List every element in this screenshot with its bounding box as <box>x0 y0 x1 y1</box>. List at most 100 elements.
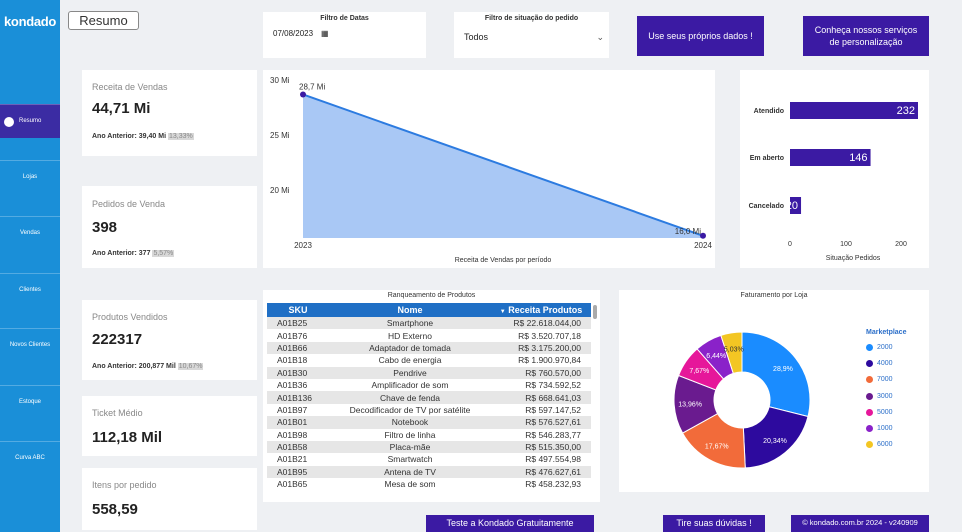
bar[interactable] <box>790 102 918 119</box>
legend-dot-icon <box>866 441 873 449</box>
sku-cell: A01B66 <box>277 342 308 353</box>
kpi-produtos-card: Produtos Vendidos 222317 Ano Anterior: 2… <box>82 300 257 380</box>
sidebar-item-label: Estoque <box>18 398 42 405</box>
kpi-prev-pct: 13,33% <box>167 133 194 140</box>
data-point[interactable] <box>300 91 306 98</box>
donut-slice[interactable] <box>720 331 743 375</box>
y-tick-label: 30 Mi <box>270 76 290 85</box>
slice-label: 20,34% <box>763 438 787 445</box>
data-label: 16,0 Mi <box>675 227 701 236</box>
sidebar-item-curva-abc[interactable]: Curva ABC <box>0 441 60 475</box>
table-row[interactable]: A01B95 Antena de TV R$ 476.627,61 <box>267 465 591 479</box>
data-point[interactable] <box>700 232 706 239</box>
legend-label: 5000 <box>877 408 893 416</box>
sidebar-item-label: Vendas <box>19 229 41 236</box>
kondado-logo: kondado <box>4 14 57 29</box>
table-row[interactable]: A01B18 Cabo de energia R$ 1.900.970,84 <box>267 354 591 366</box>
table-row[interactable]: A01B136 Chave de fenda R$ 668.641,03 <box>267 391 591 404</box>
sku-cell: A01B01 <box>277 417 308 428</box>
data-label: 28,7 Mi <box>299 82 325 91</box>
column-header-receita[interactable]: ▼ Receita Produtos <box>491 305 591 315</box>
nome-cell: HD Externo <box>388 330 432 341</box>
table-row[interactable]: A01B98 Filtro de linha R$ 546.283,77 <box>267 429 591 441</box>
slice-label: 17,67% <box>705 443 729 450</box>
table-row[interactable]: A01B30 Pendrive R$ 760.570,00 <box>267 366 591 379</box>
kpi-prev-pct: 5,57% <box>152 250 175 257</box>
bar[interactable] <box>790 197 802 214</box>
table-row[interactable]: A01B76 HD Externo R$ 3.520.707,18 <box>267 329 591 341</box>
legend-label: 3000 <box>877 392 893 400</box>
kpi-value: 398 <box>92 219 118 236</box>
sidebar-item-clientes[interactable]: Clientes <box>0 273 60 307</box>
legend-item[interactable]: 1000 <box>866 420 906 436</box>
sku-cell: A01B58 <box>277 442 308 453</box>
table-scrollbar[interactable] <box>593 305 597 319</box>
table-row[interactable]: A01B97 Decodificador de TV por satélite R$… <box>267 404 591 416</box>
sidebar-item-estoque[interactable]: Estoque <box>0 385 60 419</box>
sidebar-item-resumo[interactable]: Resumo <box>0 104 60 138</box>
legend-item[interactable]: 2000 <box>866 339 906 355</box>
column-header-sku[interactable]: SKU <box>288 305 308 315</box>
legend-dot-icon <box>866 392 873 400</box>
date-filter[interactable]: Filtro de Datas 07/08/2023 ▦ <box>263 12 426 58</box>
kpi-label: Pedidos de Venda <box>92 199 166 209</box>
table-row[interactable]: A01B25 Smartphone R$ 22.618.044,00 <box>267 317 591 330</box>
table-row[interactable]: A01B65 Mesa de som R$ 458.232,93 <box>267 478 591 490</box>
calendar-icon[interactable]: ▦ <box>321 29 329 38</box>
legend-item[interactable]: 7000 <box>866 372 906 388</box>
doubts-button[interactable]: Tire suas dúvidas ! <box>663 515 765 532</box>
donut-slice[interactable] <box>741 331 811 418</box>
table-row[interactable]: A01B58 Placa-mãe R$ 515.350,00 <box>267 440 591 454</box>
kpi-itens-card: Itens por pedido 558,59 <box>82 468 257 530</box>
legend-label: 6000 <box>877 441 893 449</box>
try-kondado-button[interactable]: Teste a Kondado Gratuitamente <box>426 515 594 532</box>
kpi-prev-label: Ano Anterior: 200,877 Mil <box>92 363 176 370</box>
column-header-nome[interactable]: Nome <box>397 305 423 315</box>
legend-item[interactable]: 6000 <box>866 437 906 453</box>
sort-down-icon[interactable]: ▼ <box>499 309 506 315</box>
receita-cell: R$ 576.527,61 <box>525 417 581 428</box>
sidebar-item-label: Clientes <box>19 286 41 293</box>
nome-cell: Chave de fenda <box>379 392 441 403</box>
nome-cell: Smartphone <box>386 318 434 329</box>
status-filter[interactable]: Filtro de situação do pedido Todos ⌄ <box>454 12 609 58</box>
sidebar-item-lojas[interactable]: Lojas <box>0 160 60 194</box>
sidebar: kondado Resumo Lojas Vendas Clientes Nov… <box>0 0 60 532</box>
legend-item[interactable]: 3000 <box>866 388 906 404</box>
legend-dot-icon <box>866 343 873 351</box>
chart-title: Faturamento por Loja <box>740 292 808 299</box>
chevron-down-icon[interactable]: ⌄ <box>596 32 604 42</box>
donut-svg: 28,9% 20,34% 17,67% 13,96% 7,67% 6,44%5,03% <box>673 331 811 469</box>
nome-cell: Pendrive <box>393 367 427 378</box>
receita-cell: R$ 546.283,77 <box>525 429 581 440</box>
kpi-prev-label: Ano Anterior: 377 <box>92 250 151 257</box>
table-row[interactable]: A01B21 Smartwatch R$ 497.554,98 <box>267 453 591 465</box>
legend-label: 1000 <box>877 425 893 433</box>
footer-credit[interactable]: © kondado.com.br 2024 - v240909 <box>791 515 929 532</box>
sku-cell: A01B76 <box>277 330 308 341</box>
receita-cell: R$ 668.641,03 <box>525 392 581 403</box>
slice-label: 28,9% <box>773 366 793 373</box>
area-series-line <box>302 93 704 237</box>
resumo-page-button[interactable]: Resumo <box>68 11 139 30</box>
bar[interactable] <box>790 149 871 166</box>
sidebar-item-vendas[interactable]: Vendas <box>0 216 60 250</box>
legend-item[interactable]: 5000 <box>866 404 906 420</box>
sidebar-item-label: Novos Clientes <box>9 341 51 348</box>
own-data-button[interactable]: Use seus próprios dados ! <box>637 16 764 56</box>
sidebar-item-label: Lojas <box>22 173 38 180</box>
table-row[interactable]: A01B36 Amplificador de som R$ 734.592,52 <box>267 379 591 391</box>
sidebar-item-novos-clientes[interactable]: Novos Clientes <box>0 328 60 362</box>
receita-cell: R$ 497.554,98 <box>525 454 581 465</box>
services-button[interactable]: Conheça nossos serviços de personalizaçã… <box>803 16 929 56</box>
table-row[interactable]: A01B66 Adaptador de tomada R$ 3.175.200,00 <box>267 341 591 355</box>
y-tick-label: 25 Mi <box>270 131 290 140</box>
legend-item[interactable]: 4000 <box>866 355 906 371</box>
table-row[interactable]: A01B01 Notebook R$ 576.527,61 <box>267 416 591 429</box>
sku-cell: A01B21 <box>277 454 308 465</box>
sku-cell: A01B98 <box>277 429 308 440</box>
date-filter-value[interactable]: 07/08/2023 <box>273 29 314 38</box>
kpi-value: 112,18 Mil <box>92 429 163 446</box>
table-header: SKU Nome ▼ Receita Produtos <box>267 303 591 317</box>
nome-cell: Adaptador de tomada <box>369 342 451 353</box>
